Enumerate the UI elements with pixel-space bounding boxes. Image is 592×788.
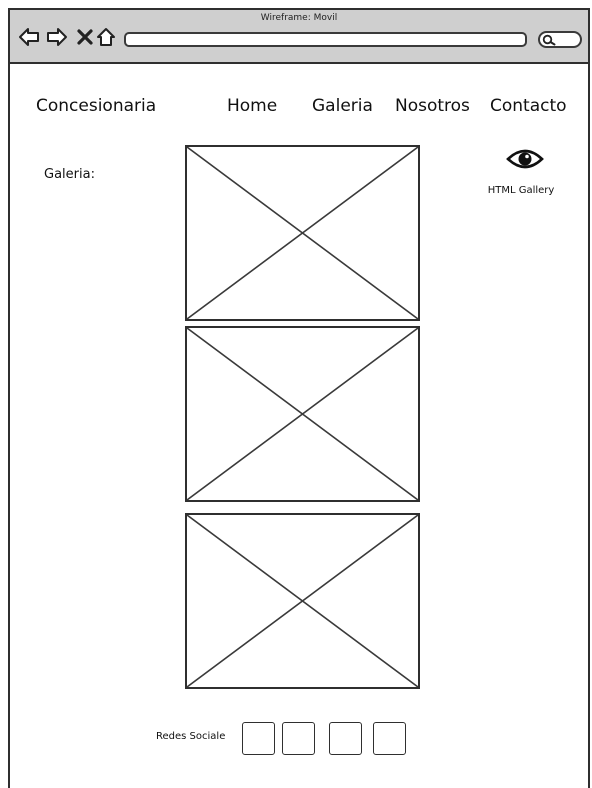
social-button[interactable] bbox=[329, 722, 362, 755]
search-field[interactable] bbox=[538, 31, 582, 48]
address-bar[interactable] bbox=[124, 32, 527, 47]
back-arrow-icon[interactable] bbox=[18, 26, 40, 48]
nav-home[interactable]: Home bbox=[227, 96, 278, 116]
close-icon[interactable] bbox=[74, 26, 96, 48]
social-button[interactable] bbox=[282, 722, 315, 755]
home-icon[interactable] bbox=[95, 26, 117, 48]
image-placeholder bbox=[185, 326, 420, 502]
gallery-section-label: Galeria: bbox=[44, 167, 95, 182]
browser-titlebar: Wireframe: Movil bbox=[10, 10, 588, 64]
social-button[interactable] bbox=[242, 722, 275, 755]
social-label: Redes Sociale bbox=[156, 731, 226, 742]
eye-icon[interactable] bbox=[506, 146, 544, 172]
nav-galeria[interactable]: Galeria bbox=[312, 96, 373, 116]
search-icon bbox=[542, 34, 556, 46]
forward-arrow-icon[interactable] bbox=[46, 26, 68, 48]
image-placeholder bbox=[185, 145, 420, 321]
nav-nosotros[interactable]: Nosotros bbox=[395, 96, 470, 116]
brand-name: Concesionaria bbox=[36, 96, 157, 116]
image-placeholder bbox=[185, 513, 420, 689]
window-title: Wireframe: Movil bbox=[260, 13, 338, 23]
html-gallery-link[interactable]: HTML Gallery bbox=[487, 185, 555, 196]
social-button[interactable] bbox=[373, 722, 406, 755]
browser-window: Wireframe: Movil Concesionaria Home Gale… bbox=[8, 8, 590, 788]
nav-contacto[interactable]: Contacto bbox=[490, 96, 567, 116]
